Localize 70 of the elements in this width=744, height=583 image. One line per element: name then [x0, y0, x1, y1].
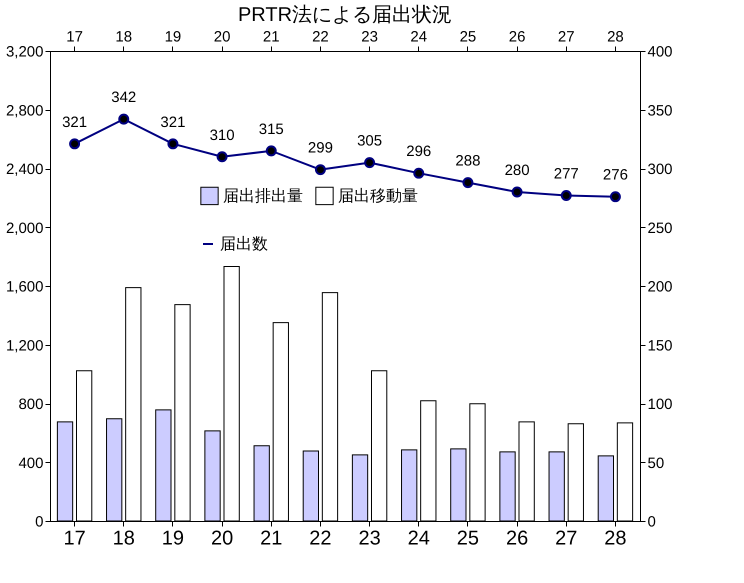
y2-tick-label: 200 [648, 278, 673, 296]
point [413, 168, 424, 179]
y2-tick-label: 350 [648, 102, 673, 120]
category-label: 28 [607, 28, 624, 46]
point [118, 114, 130, 125]
legend-label: 届出数 [220, 235, 268, 253]
x-tick-label: 24 [408, 528, 430, 550]
point [314, 164, 326, 176]
point [216, 151, 228, 162]
x-tick-label: 23 [358, 528, 381, 550]
x-tick-label: 25 [456, 528, 480, 550]
y-tick-label: 1,200 [6, 337, 44, 354]
data-label: 342 [111, 89, 136, 106]
data-label: 305 [357, 132, 382, 150]
y2-tick-label: 300 [648, 161, 673, 178]
category-label: 20 [214, 28, 230, 46]
category-label: 25 [460, 28, 476, 46]
data-label: 280 [504, 162, 530, 179]
category-label: 22 [312, 28, 329, 46]
y2-tick-label: 50 [648, 454, 664, 472]
y-tick-label: 1,600 [6, 278, 44, 296]
category-label: 18 [115, 28, 132, 46]
category-label: 21 [262, 28, 280, 46]
y-tick-label: 2,400 [6, 161, 44, 178]
y2-tick-label: 250 [648, 220, 673, 237]
point [167, 138, 178, 150]
y-tick-label: 800 [18, 396, 44, 413]
y-tick-label: 0 [35, 514, 44, 530]
y2-tick-label: 400 [648, 44, 673, 60]
data-label: 315 [258, 120, 284, 138]
category-label: 26 [508, 28, 526, 46]
x-tick-label: 19 [162, 528, 184, 550]
legend-label: 届出移動量 [338, 186, 418, 205]
x-tick-label: 18 [112, 528, 135, 550]
y-tick-label: 2,800 [6, 102, 44, 120]
x-tick-label: 20 [210, 528, 234, 550]
data-label: 288 [455, 152, 480, 170]
data-label: 321 [62, 114, 88, 131]
legend-label: 届出排出量 [223, 186, 303, 205]
point [560, 190, 572, 201]
x-tick-label: 17 [63, 528, 86, 550]
point [69, 138, 80, 150]
category-label: 27 [558, 28, 575, 46]
y-tick-label: 3,200 [6, 44, 44, 60]
x-tick-label: 26 [506, 528, 528, 550]
data-label: 296 [406, 143, 432, 160]
y2-tick-label: 100 [648, 396, 673, 413]
y2-tick-label: 0 [648, 514, 656, 530]
chart-title: PRTR法による届出状況 [238, 4, 452, 26]
data-label: 321 [160, 114, 186, 131]
category-label: 17 [66, 28, 83, 46]
point [266, 145, 277, 156]
x-tick-label: 27 [555, 528, 578, 550]
category-label: 19 [164, 28, 182, 46]
x-tick-label: 28 [604, 528, 627, 550]
data-label: 276 [602, 166, 628, 184]
x-tick-label: 22 [309, 528, 332, 550]
point [512, 186, 523, 198]
category-label: 24 [410, 28, 428, 46]
point [462, 177, 474, 188]
y-tick-label: 2,000 [6, 220, 44, 237]
category-label: 23 [361, 28, 378, 46]
point [364, 157, 376, 168]
x-tick-label: 21 [260, 528, 282, 550]
y2-tick-label: 150 [648, 337, 673, 354]
data-label: 277 [554, 166, 579, 183]
y-tick-label: 400 [18, 454, 44, 472]
point [610, 191, 621, 202]
data-label: 299 [308, 140, 333, 157]
data-label: 310 [210, 126, 235, 144]
